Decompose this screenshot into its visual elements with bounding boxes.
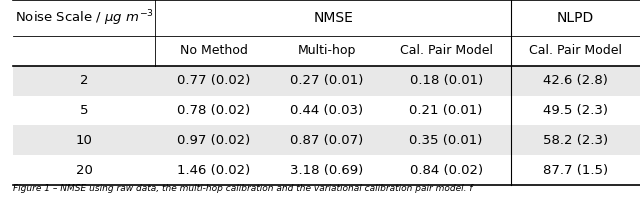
- Text: 3.18 (0.69): 3.18 (0.69): [290, 164, 364, 177]
- Text: 0.35 (0.01): 0.35 (0.01): [410, 134, 483, 147]
- Text: Noise Scale / $\mu g$ $m^{-3}$: Noise Scale / $\mu g$ $m^{-3}$: [15, 8, 154, 28]
- FancyBboxPatch shape: [13, 66, 640, 96]
- Text: 0.44 (0.03): 0.44 (0.03): [290, 104, 363, 117]
- Text: 1.46 (0.02): 1.46 (0.02): [177, 164, 250, 177]
- Text: 0.18 (0.01): 0.18 (0.01): [410, 74, 483, 87]
- FancyBboxPatch shape: [13, 125, 640, 155]
- Text: 0.87 (0.07): 0.87 (0.07): [290, 134, 364, 147]
- Text: 0.77 (0.02): 0.77 (0.02): [177, 74, 250, 87]
- Text: 0.84 (0.02): 0.84 (0.02): [410, 164, 483, 177]
- Text: 0.97 (0.02): 0.97 (0.02): [177, 134, 250, 147]
- Text: NMSE: NMSE: [313, 11, 353, 25]
- Text: 0.27 (0.01): 0.27 (0.01): [290, 74, 364, 87]
- Text: 5: 5: [80, 104, 88, 117]
- Text: 0.21 (0.01): 0.21 (0.01): [410, 104, 483, 117]
- Text: 49.5 (2.3): 49.5 (2.3): [543, 104, 608, 117]
- Text: No Method: No Method: [180, 44, 248, 57]
- Text: 0.78 (0.02): 0.78 (0.02): [177, 104, 250, 117]
- Text: 2: 2: [80, 74, 88, 87]
- Text: NLPD: NLPD: [557, 11, 594, 25]
- Text: Cal. Pair Model: Cal. Pair Model: [399, 44, 493, 57]
- Text: 10: 10: [76, 134, 93, 147]
- Text: 20: 20: [76, 164, 93, 177]
- Text: Figure 1 – NMSE using raw data, the multi-hop calibration and the variational ca: Figure 1 – NMSE using raw data, the mult…: [13, 184, 473, 193]
- Text: Cal. Pair Model: Cal. Pair Model: [529, 44, 622, 57]
- Text: Multi-hop: Multi-hop: [298, 44, 356, 57]
- Text: 42.6 (2.8): 42.6 (2.8): [543, 74, 608, 87]
- Text: 87.7 (1.5): 87.7 (1.5): [543, 164, 608, 177]
- Text: 58.2 (2.3): 58.2 (2.3): [543, 134, 608, 147]
